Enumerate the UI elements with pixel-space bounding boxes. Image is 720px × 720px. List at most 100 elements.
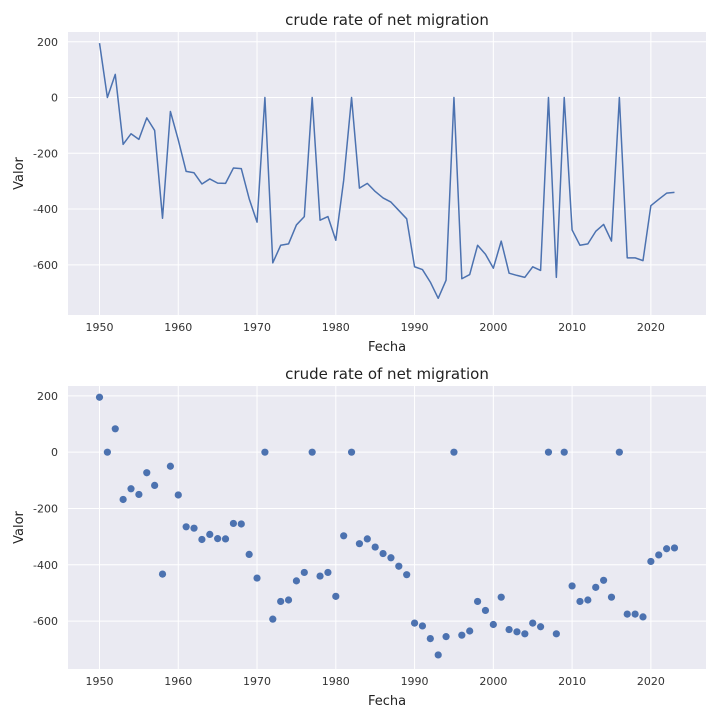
data-point: [324, 568, 332, 577]
data-point: [316, 572, 324, 580]
data-point: [426, 634, 434, 643]
data-point: [277, 597, 285, 606]
data-point: [466, 627, 474, 635]
x-tick-label: 1970: [243, 675, 271, 688]
x-tick-label: 1950: [86, 675, 114, 688]
data-point: [473, 597, 482, 606]
series-line: [98, 43, 675, 300]
y-tick-label: -200: [33, 147, 58, 160]
data-point: [166, 462, 174, 470]
x-tick-label: 2000: [479, 675, 507, 688]
data-point: [332, 592, 340, 600]
data-point: [513, 628, 521, 636]
x-tick-label: 2020: [637, 321, 665, 334]
y-axis-label: Valor: [12, 510, 27, 543]
x-tick-label: 2010: [558, 675, 586, 688]
data-point: [347, 448, 356, 456]
data-point: [300, 568, 308, 577]
plot-area: [68, 386, 706, 669]
y-axis-label: Valor: [12, 156, 27, 189]
data-point: [639, 613, 647, 621]
x-tick-label: 1960: [164, 675, 192, 688]
data-point: [607, 593, 616, 601]
data-point: [221, 535, 230, 543]
data-point: [584, 596, 592, 604]
plot-area: [68, 32, 706, 315]
x-axis-label: Fecha: [368, 694, 406, 709]
data-point: [269, 615, 277, 623]
data-point: [497, 593, 505, 601]
data-point: [387, 554, 395, 562]
data-point: [363, 535, 371, 543]
data-point: [529, 619, 537, 627]
data-point: [261, 448, 269, 456]
data-point: [442, 633, 450, 641]
data-point: [127, 485, 135, 493]
scatter-chart-panel: 1950 1960 1970 1980 1990 2000 2010 2020-600-400…: [12, 365, 706, 709]
data-point: [111, 425, 119, 433]
data-point: [552, 630, 560, 638]
data-point: [663, 545, 671, 553]
chart-title: crude rate of net migration: [285, 11, 489, 29]
x-tick-label: 1980: [322, 321, 350, 334]
data-point: [355, 540, 364, 548]
data-point: [237, 520, 245, 528]
y-tick-label: -400: [33, 559, 58, 572]
data-point: [143, 469, 151, 477]
data-point: [647, 557, 655, 566]
x-tick-label: 1990: [401, 321, 429, 334]
data-point: [615, 448, 623, 456]
data-point: [95, 393, 104, 401]
data-point: [135, 490, 143, 499]
data-point: [340, 532, 348, 540]
x-tick-label: 2020: [637, 675, 665, 688]
data-point: [536, 623, 545, 631]
data-point: [379, 549, 387, 558]
x-tick-label: 1960: [164, 321, 192, 334]
data-point: [151, 481, 159, 490]
y-tick-label: -200: [33, 502, 58, 515]
data-point: [450, 448, 458, 456]
data-point: [631, 610, 639, 618]
data-point: [655, 551, 663, 559]
y-tick-label: -600: [33, 259, 58, 272]
data-point: [229, 519, 238, 528]
data-point: [395, 562, 403, 570]
y-tick-label: -400: [33, 203, 58, 216]
data-point: [308, 448, 316, 456]
data-point: [103, 448, 111, 456]
chart-title: crude rate of net migration: [285, 365, 489, 383]
x-tick-label: 1990: [401, 675, 429, 688]
data-point: [174, 491, 182, 499]
y-tick-label: 0: [51, 446, 58, 459]
data-point: [371, 543, 379, 551]
data-point: [568, 582, 576, 590]
data-point: [481, 606, 490, 615]
data-point: [576, 597, 584, 606]
data-point: [623, 610, 631, 618]
y-tick-label: 0: [51, 92, 58, 105]
data-point: [410, 619, 419, 627]
x-tick-label: 1980: [322, 675, 350, 688]
data-point: [489, 620, 497, 629]
x-tick-label: 1970: [243, 321, 271, 334]
data-point: [182, 523, 190, 531]
data-point: [560, 448, 568, 456]
data-point: [158, 570, 167, 578]
x-tick-label: 2000: [479, 321, 507, 334]
x-tick-label: 1950: [86, 321, 114, 334]
data-point: [206, 530, 214, 538]
data-point: [214, 535, 222, 543]
data-point: [418, 622, 427, 630]
data-point: [245, 550, 253, 558]
data-point: [458, 631, 466, 639]
data-point: [505, 625, 513, 634]
data-point: [544, 448, 553, 456]
data-point: [670, 544, 679, 552]
data-point: [592, 583, 600, 591]
data-point: [600, 576, 608, 584]
y-tick-label: 200: [37, 36, 58, 49]
data-point: [253, 574, 261, 582]
data-point: [521, 630, 529, 638]
